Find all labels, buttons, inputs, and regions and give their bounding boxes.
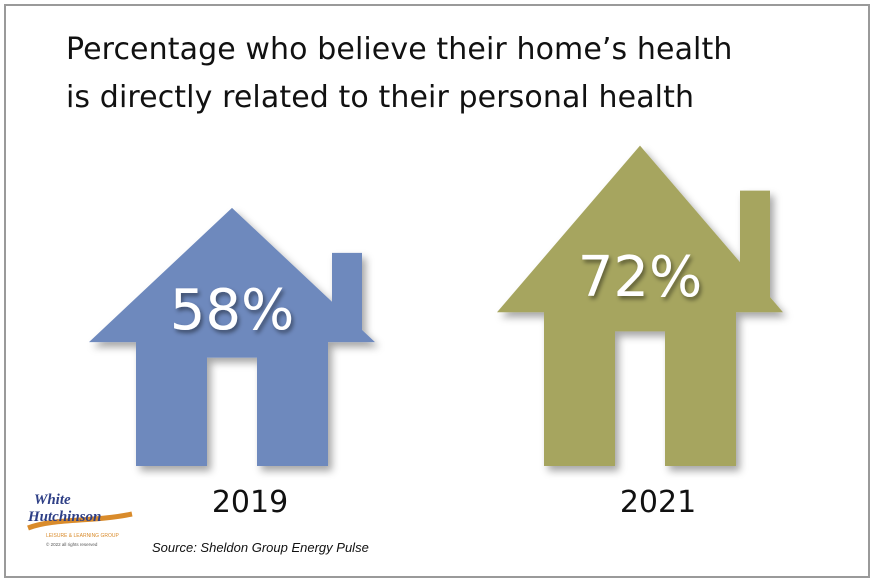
logo-line-1: White [34,492,71,508]
chart-title-line-2: is directly related to their personal he… [66,80,695,115]
value-label-2021: 72% [578,245,702,310]
logo-tagline: LEISURE & LEARNING GROUP [46,533,119,539]
logo-line-2: Hutchinson [27,509,101,525]
source-note: Source: Sheldon Group Energy Pulse [152,540,369,555]
logo-copyright: © 2022 all rights reserved [46,541,98,547]
white-hutchinson-logo: White Hutchinson LEISURE & LEARNING GROU… [27,492,133,547]
logo-swoosh [27,511,133,531]
chart-title-line-1: Percentage who believe their home’s heal… [66,32,733,67]
house-bar-2021 [497,145,783,466]
house-bar-2019 [89,207,375,466]
category-label-2021: 2021 [620,485,696,520]
value-label-2019: 58% [170,278,294,343]
category-label-2019: 2019 [212,485,288,520]
chart-title: Percentage who believe their home’s heal… [66,26,856,122]
